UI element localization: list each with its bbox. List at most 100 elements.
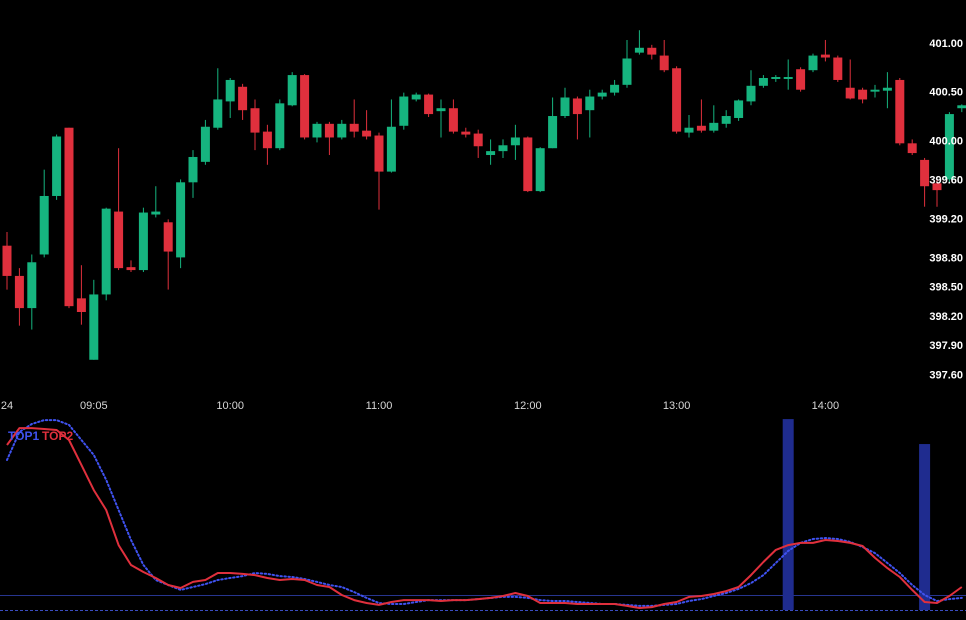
y-tick-label: 398.20 <box>929 311 963 323</box>
candle-body <box>560 97 570 117</box>
candle-body <box>213 99 223 128</box>
candle-body <box>324 123 334 138</box>
candle-body <box>486 151 496 156</box>
candle-body <box>163 222 173 252</box>
candle-body <box>944 114 954 180</box>
y-tick-label: 399.20 <box>929 213 963 225</box>
candle-body <box>2 245 12 276</box>
candle-body <box>126 267 136 271</box>
candle-body <box>734 100 744 118</box>
candles <box>2 30 966 360</box>
candle-body <box>448 108 458 132</box>
labels: 401.00 400.50 400.00 399.60 399.20 398.80 398.… <box>1 38 963 412</box>
candle-body <box>287 75 297 106</box>
candle-body <box>498 145 508 152</box>
x-tick-label: 13:00 <box>663 400 691 412</box>
candle-body <box>771 77 781 79</box>
candle-body <box>758 78 768 86</box>
candle-body <box>721 116 731 124</box>
candle-body <box>684 127 694 133</box>
candle-body <box>64 127 74 307</box>
x-tick-label: 10:00 <box>216 400 244 412</box>
candle-body <box>808 55 818 71</box>
candle-body <box>895 79 905 144</box>
candle-body <box>920 159 930 187</box>
candle-body <box>907 143 917 154</box>
candle-body <box>386 126 396 172</box>
x-tick-label: 11:00 <box>366 400 393 412</box>
candle-body <box>362 130 372 137</box>
candle-body <box>820 54 830 58</box>
candle-body <box>14 275 24 309</box>
candle-body <box>411 94 421 100</box>
x-tick-label: 12:00 <box>514 400 542 412</box>
candle-body <box>858 89 868 100</box>
candle-body <box>89 294 99 360</box>
candle-body <box>572 98 582 115</box>
candle-body <box>374 135 384 172</box>
candle-body <box>312 123 322 138</box>
candle-body <box>349 123 359 132</box>
candle-body <box>188 156 198 183</box>
candle-body <box>399 96 409 126</box>
candle-body <box>548 116 558 149</box>
candle-body <box>709 122 719 131</box>
candle-body <box>300 75 310 138</box>
candle-body <box>647 47 657 55</box>
candle-body <box>151 211 161 215</box>
candle-body <box>783 77 793 79</box>
y-tick-label: 401.00 <box>929 38 963 50</box>
candle-body <box>238 86 248 111</box>
candle-body <box>932 183 942 191</box>
x-tick-label: 14:00 <box>812 400 840 412</box>
candle-body <box>52 136 62 196</box>
candle-body <box>473 133 483 147</box>
y-tick-label: 400.50 <box>929 87 963 99</box>
candle-body <box>101 208 111 295</box>
y-tick-label: 397.60 <box>929 369 963 381</box>
candle-body <box>634 47 644 53</box>
candle-body <box>597 92 607 97</box>
y-tick-label: 400.00 <box>929 135 963 147</box>
candle-body <box>436 108 446 112</box>
candle-body <box>845 87 855 99</box>
candle-body <box>424 94 434 115</box>
candle-body <box>746 85 756 102</box>
candle-body <box>225 79 235 102</box>
y-tick-label: 398.50 <box>929 282 963 294</box>
candle-body <box>957 105 966 109</box>
candle-body <box>833 57 843 80</box>
candle-body <box>114 211 124 269</box>
candle-body <box>39 195 49 255</box>
y-tick-label: 397.90 <box>929 340 963 352</box>
candle-body <box>796 69 806 90</box>
indicator-panel <box>6 419 963 610</box>
candle-body <box>262 131 272 149</box>
candle-body <box>461 131 471 135</box>
candle-body <box>337 123 347 138</box>
candle-body <box>200 126 210 162</box>
candle-body <box>510 137 520 146</box>
candle-body <box>523 137 533 192</box>
candle-body <box>250 108 260 133</box>
candle-body <box>696 125 706 131</box>
candle-body <box>176 182 186 258</box>
candle-body <box>275 103 285 149</box>
candle-body <box>870 89 880 92</box>
signal-bar <box>782 419 794 610</box>
candle-body <box>882 87 892 91</box>
x-tick-label: 24 <box>1 400 13 412</box>
signal-bar <box>919 444 931 610</box>
candle-body <box>76 298 86 312</box>
indicator-line <box>6 427 963 609</box>
y-tick-label: 398.80 <box>929 252 963 264</box>
legend-entry: TOP2 <box>42 429 73 443</box>
candle-body <box>585 96 595 111</box>
y-tick-label: 399.60 <box>929 174 963 186</box>
candle-body <box>672 68 682 132</box>
candle-body <box>622 58 632 85</box>
x-tick-label: 09:05 <box>80 400 108 412</box>
